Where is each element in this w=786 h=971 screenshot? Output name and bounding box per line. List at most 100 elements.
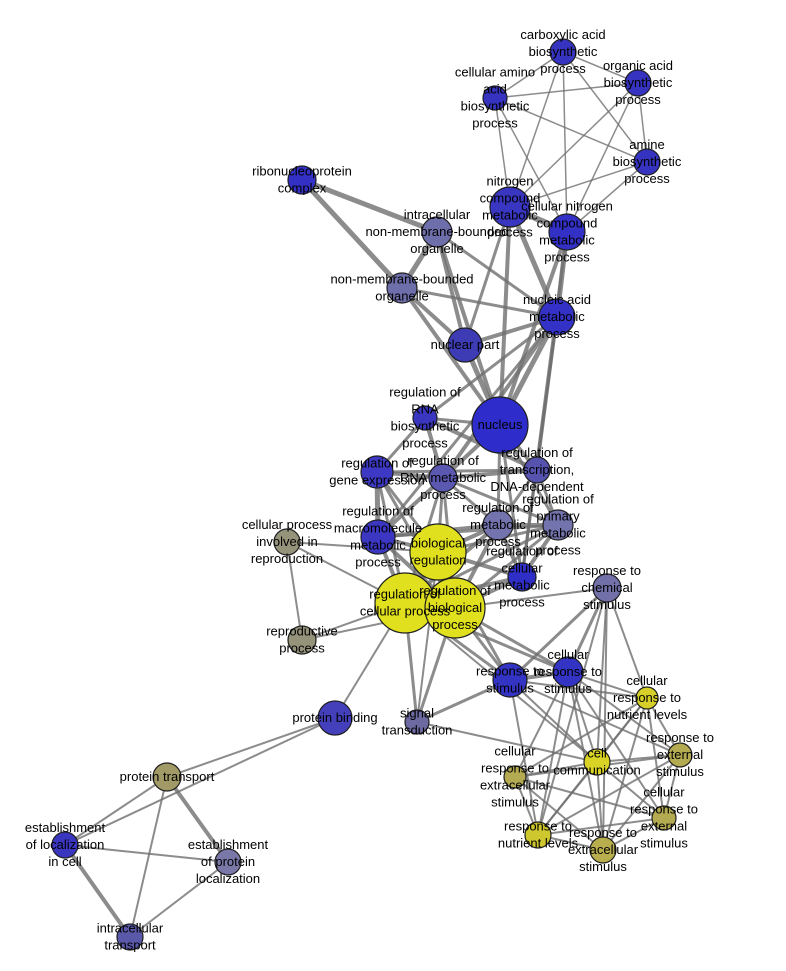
node-cellular-response-to-external-stimulus[interactable] [651, 805, 677, 831]
node-cellular-amino-acid-biosynthetic-process[interactable] [482, 85, 508, 111]
node-regulation-of-metabolic-process[interactable] [482, 509, 514, 541]
edge-nitrogen-compound-metabolic-process--nuclear-part [463, 206, 512, 346]
edge-protein-transport--establishment-of-protein-localization [165, 775, 230, 864]
node-reproductive-process[interactable] [287, 625, 317, 655]
node-organic-acid-biosynthetic-process[interactable] [624, 69, 652, 97]
edge-cellular-process-involved-in-reproduction--reproductive-process [286, 541, 303, 641]
label-establishment-of-protein-localization: establishment of protein localization [188, 837, 269, 886]
label-regulation-of-metabolic-process: regulation of metabolic process [462, 500, 534, 549]
label-cellular-process-involved-in-reproduction: cellular process involved in reproduction [242, 517, 333, 566]
node-signal-transduction[interactable] [404, 709, 430, 735]
node-establishment-of-protein-localization[interactable] [214, 848, 242, 876]
label-cellular-response-to-external-stimulus: cellular response to external stimulus [630, 785, 698, 851]
edge-cellular-response-to-nutrient-levels--cellular-response-to-extracellular-stimulus [514, 697, 648, 778]
label-organic-acid-biosynthetic-process: organic acid biosynthetic process [603, 58, 673, 107]
edge-regulation-of-primary-metabolic-process--regulation-of-macromolecule-metabolic-process [377, 523, 559, 539]
node-protein-transport[interactable] [152, 762, 182, 792]
node-response-to-stimulus[interactable] [492, 662, 528, 698]
edge-cellular-amino-acid-biosynthetic-process--amine-biosynthetic-process [494, 97, 648, 163]
label-regulation-of-cellular-metabolic-process: regulation of cellular metabolic process [486, 544, 558, 610]
edge-response-to-chemical-stimulus--response-to-stimulus [508, 586, 609, 682]
edge-cellular-response-to-external-stimulus--response-to-nutrient-levels [537, 817, 665, 836]
edge-response-to-chemical-stimulus--response-to-nutrient-levels [537, 587, 608, 836]
node-regulation-of-primary-metabolic-process[interactable] [542, 509, 574, 541]
node-carboxylic-acid-biosynthetic-process[interactable] [549, 38, 577, 66]
edge-cellular-response-to-stimulus--response-to-external-stimulus [567, 671, 681, 756]
edge-establishment-of-localization-in-cell--intracellular-transport [63, 843, 132, 939]
edge-response-to-external-stimulus--response-to-extracellular-stimulus [602, 754, 681, 851]
node-nuclear-part[interactable] [447, 327, 483, 363]
node-intracellular-transport[interactable] [116, 923, 144, 951]
node-intracellular-non-membrane-bounded-organelle[interactable] [421, 216, 453, 248]
edge-nucleic-acid-metabolic-process--regulation-of-macromolecule-metabolic-process [376, 316, 559, 538]
label-regulation-of-biological-process: regulation of biological process [419, 583, 491, 632]
label-regulation-of-rna-metabolic-process: regulation of RNA metabolic process [400, 453, 486, 502]
edge-amine-biosynthetic-process--nitrogen-compound-metabolic-process [509, 161, 648, 208]
label-protein-binding: protein binding [292, 710, 377, 725]
edge-response-to-chemical-stimulus--cell-communication [596, 587, 608, 763]
node-regulation-of-gene-expression[interactable] [360, 455, 394, 489]
label-cellular-response-to-nutrient-levels: cellular response to nutrient levels [607, 673, 688, 722]
label-non-membrane-bounded-organelle: non-membrane-bounded organelle [330, 272, 473, 304]
node-response-to-external-stimulus[interactable] [667, 742, 693, 768]
node-ribonucleoprotein-complex[interactable] [287, 165, 317, 195]
edge-establishment-of-protein-localization--intracellular-transport [129, 861, 229, 938]
edge-cellular-response-to-extracellular-stimulus--response-to-extracellular-stimulus [514, 776, 604, 851]
label-regulation-of-gene-expression: regulation of gene expression [329, 456, 424, 488]
edge-nucleic-acid-metabolic-process--regulation-of-rna-biosynthetic-process [424, 315, 558, 420]
label-response-to-extracellular-stimulus: response to extracellular stimulus [568, 825, 639, 874]
node-regulation-of-macromolecule-metabolic-process[interactable] [360, 519, 396, 555]
node-non-membrane-bounded-organelle[interactable] [386, 272, 418, 304]
node-cellular-response-to-stimulus[interactable] [552, 656, 584, 688]
node-cellular-process-involved-in-reproduction[interactable] [273, 528, 301, 556]
node-regulation-of-biological-process[interactable] [424, 577, 486, 639]
node-nucleic-acid-metabolic-process[interactable] [538, 298, 576, 336]
node-establishment-of-localization-in-cell[interactable] [51, 831, 79, 859]
label-cellular-response-to-stimulus: cellular response to stimulus [534, 647, 602, 696]
label-nucleus: nucleus [478, 417, 523, 432]
label-carboxylic-acid-biosynthetic-process: carboxylic acid biosynthetic process [520, 27, 605, 76]
node-response-to-chemical-stimulus[interactable] [592, 573, 622, 603]
node-response-to-nutrient-levels[interactable] [524, 821, 552, 849]
edge-protein-binding--establishment-of-localization-in-cell [64, 717, 336, 846]
node-amine-biosynthetic-process[interactable] [633, 148, 661, 176]
edge-ribonucleoprotein-complex--intracellular-non-membrane-bounded-organelle [301, 177, 438, 235]
node-regulation-of-cellular-metabolic-process[interactable] [507, 562, 537, 592]
edge-cellular-nitrogen-compound-metabolic-process--nucleus [498, 231, 569, 426]
label-response-to-external-stimulus: response to external stimulus [646, 730, 714, 779]
label-regulation-of-macromolecule-metabolic-process: regulation of macromolecule metabolic proce… [334, 504, 422, 570]
label-regulation-of-transcription-dna-dependent: regulation of transcription, DNA-dependent [490, 445, 584, 494]
node-regulation-of-rna-metabolic-process[interactable] [428, 463, 458, 493]
label-cellular-response-to-extracellular-stimulus: cellular response to extracellular stimulus [480, 744, 551, 810]
node-cellular-response-to-extracellular-stimulus[interactable] [503, 765, 527, 789]
edge-signal-transduction--cell-communication [416, 721, 598, 763]
node-cell-communication[interactable] [583, 748, 611, 776]
edge-protein-binding--protein-transport [166, 717, 336, 778]
edge-carboxylic-acid-biosynthetic-process--nitrogen-compound-metabolic-process [509, 51, 564, 208]
label-signal-transduction: signal transduction [382, 706, 453, 738]
node-cellular-response-to-nutrient-levels[interactable] [635, 686, 659, 710]
edge-nitrogen-compound-metabolic-process--nucleus [498, 206, 512, 426]
label-amine-biosynthetic-process: amine biosynthetic process [613, 137, 682, 186]
node-protein-binding[interactable] [317, 700, 353, 736]
node-response-to-extracellular-stimulus[interactable] [589, 836, 617, 864]
edge-cellular-amino-acid-biosynthetic-process--cellular-nitrogen-compound-metabolic-process [494, 97, 568, 233]
edge-establishment-of-localization-in-cell--establishment-of-protein-localization [64, 844, 229, 863]
label-protein-transport: protein transport [120, 769, 215, 784]
node-biological-regulation[interactable] [409, 523, 467, 581]
label-regulation-of-cellular-process: regulation of cellular process [360, 587, 451, 619]
node-nucleus[interactable] [471, 396, 529, 454]
node-regulation-of-rna-biosynthetic-process[interactable] [412, 405, 438, 431]
edge-cell-communication--cellular-response-to-extracellular-stimulus [514, 761, 598, 778]
label-nucleic-acid-metabolic-process: nucleic acid metabolic process [523, 292, 591, 341]
node-cellular-nitrogen-compound-metabolic-process[interactable] [548, 213, 586, 251]
node-nitrogen-compound-metabolic-process[interactable] [489, 186, 531, 228]
edge-protein-transport--establishment-of-localization-in-cell [64, 776, 168, 846]
edge-cellular-response-to-extracellular-stimulus--cellular-response-to-external-stimulus [514, 776, 665, 819]
edge-protein-transport--intracellular-transport [129, 776, 168, 938]
label-intracellular-transport: intracellular transport [97, 921, 164, 953]
node-regulation-of-transcription-dna-dependent[interactable] [523, 456, 551, 484]
label-nuclear-part: nuclear part [431, 337, 500, 352]
